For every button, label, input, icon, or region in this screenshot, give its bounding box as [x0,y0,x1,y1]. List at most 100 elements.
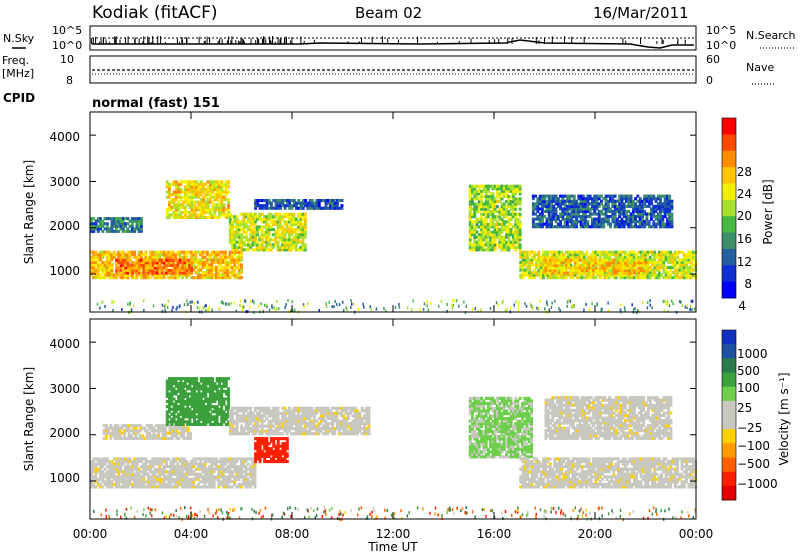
data-cell [242,460,246,464]
data-cell [165,273,168,277]
data-cell [644,276,648,280]
data-cell [514,228,518,232]
data-cell [398,302,400,306]
data-cell [297,222,300,226]
data-cell [142,266,146,270]
data-cell [203,482,207,486]
data-cell [138,266,141,270]
data-cell [217,258,221,262]
data-cell [507,235,511,239]
data-cell [511,238,515,242]
data-cell [586,215,590,219]
data-cell [233,482,237,486]
data-cell [90,462,93,466]
data-cell [589,265,593,269]
data-cell [328,300,330,304]
data-cell [655,273,659,277]
data-cell [203,477,207,481]
data-cell [526,255,529,259]
data-cell [682,273,686,277]
data-cell [185,255,189,259]
data-cell [552,209,556,213]
data-cell [570,202,574,206]
data-cell [112,457,116,461]
data-cell [477,240,481,244]
data-cell [192,472,196,476]
data-cell [559,222,562,226]
data-cell [140,271,144,275]
data-cell [149,467,152,471]
data-cell [169,470,173,474]
data-cell [121,229,125,233]
data-cell [656,212,660,216]
data-cell [165,462,168,466]
data-cell [197,200,201,204]
data-cell [124,229,127,233]
data-cell [233,457,237,461]
data-cell [599,258,602,262]
data-cell [572,194,576,198]
data-cell [201,258,205,262]
data-cell [208,208,212,212]
data-cell [570,209,574,213]
data-cell [301,230,305,234]
data-cell [496,230,499,234]
data-cell [205,263,209,267]
data-cell [143,299,145,303]
data-cell [140,224,143,228]
data-cell [627,215,631,219]
data-cell [193,190,196,194]
data-cell [133,480,137,484]
data-cell [183,190,187,194]
data-cell [625,194,628,198]
data-cell [99,485,102,489]
data-cell [645,220,649,224]
data-cell [584,220,587,224]
data-cell [244,248,248,252]
data-cell [473,184,477,188]
data-cell [202,210,205,214]
data-cell [519,263,523,267]
data-cell [595,194,599,198]
data-cell [645,194,649,198]
data-cell [288,206,292,210]
data-cell [115,266,119,270]
data-cell [668,212,672,216]
data-cell [124,482,127,486]
data-cell [183,475,187,479]
data-cell [620,209,624,213]
data-cell [270,201,273,205]
data-cell [240,467,243,471]
data-cell [588,225,592,229]
data-cell [652,209,656,213]
data-cell [127,434,131,438]
data-cell [112,229,116,233]
data-cell [489,222,493,226]
data-cell [119,253,123,257]
data-cell [491,233,495,237]
data-cell [117,258,121,262]
data-cell [208,271,212,275]
data-cell [541,212,544,216]
data-cell [108,467,112,471]
data-cell [285,303,287,307]
data-cell [203,263,207,267]
data-cell [578,268,582,272]
data-cell [657,253,661,257]
data-cell [547,199,551,203]
data-cell [637,309,639,313]
data-cell [576,266,580,270]
data-cell [139,436,142,440]
data-cell [685,276,688,280]
data-cell [137,222,141,226]
data-cell [572,204,576,208]
data-cell [568,204,572,208]
data-cell [662,260,666,264]
data-cell [516,225,520,229]
data-cell [594,250,598,254]
data-cell [183,462,187,466]
data-cell [151,457,155,461]
data-cell [203,271,207,275]
data-cell [102,436,106,440]
data-cell [178,470,182,474]
